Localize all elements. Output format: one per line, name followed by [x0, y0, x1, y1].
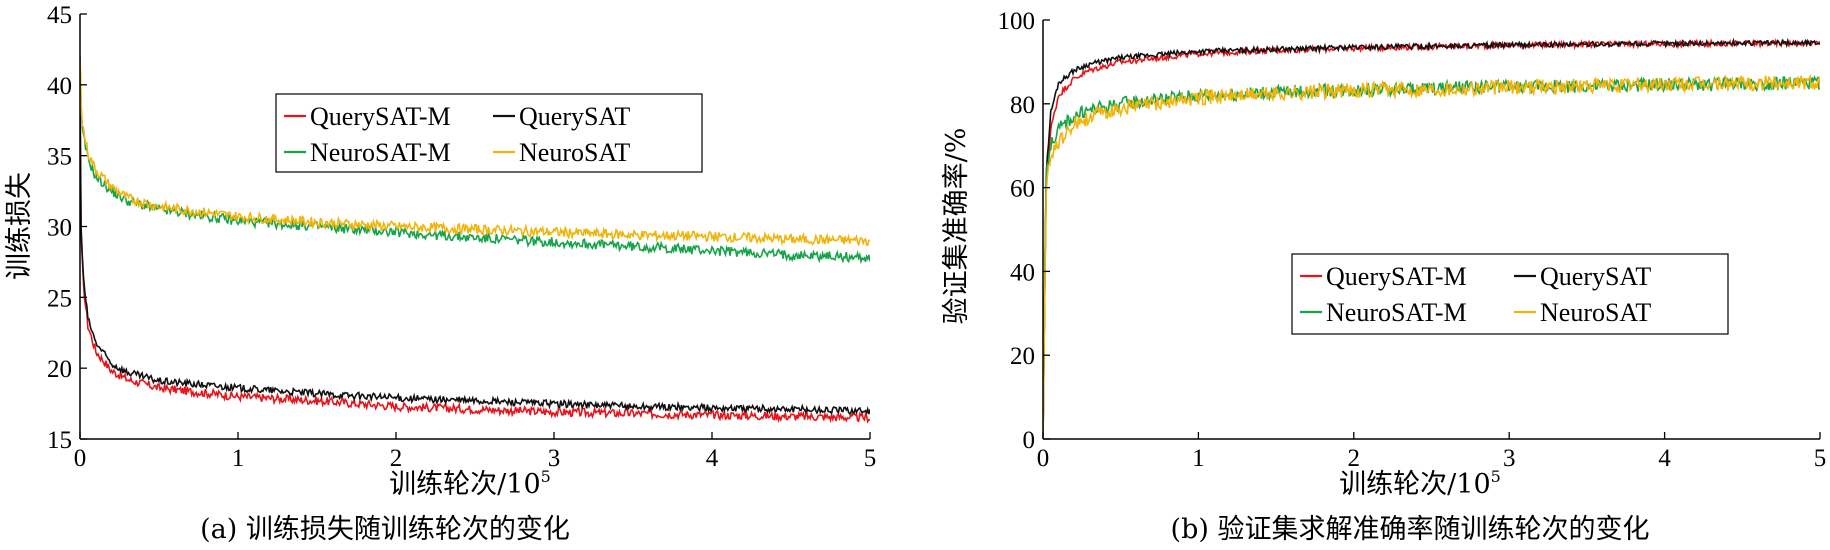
legend-label-querysat: QuerySAT — [1540, 262, 1651, 291]
x-tick-label: 5 — [864, 445, 877, 472]
y-tick-label: 30 — [47, 215, 72, 242]
chart-panel-b: 0 1 2 3 4 5 0 20 40 60 80 100 训练轮次/105 验证集准确率/% (b) 验证… — [941, 8, 1826, 545]
y-tick-label: 25 — [47, 285, 72, 312]
legend-box — [1291, 253, 1729, 335]
legend: QuerySAT-M QuerySAT NeuroSAT-M NeuroSAT — [275, 93, 703, 173]
x-tick-label: 4 — [706, 445, 719, 472]
y-tick-label: 80 — [1010, 92, 1035, 119]
y-tick-label: 20 — [1010, 343, 1035, 370]
series-line-neurosat-m — [1043, 74, 1820, 439]
legend-label-neurosat: NeuroSAT — [1540, 298, 1651, 327]
series-line-neurosat — [1043, 73, 1820, 439]
x-axis-title: 训练轮次/105 — [1339, 467, 1501, 500]
chart-caption: (b) 验证集求解准确率随训练轮次的变化 — [1171, 514, 1650, 545]
legend-label-neurosat-m: NeuroSAT-M — [310, 138, 451, 167]
x-tick-label: 2 — [1348, 445, 1361, 472]
series-line-querysat — [1043, 37, 1820, 439]
x-tick-label: 1 — [232, 445, 245, 472]
chart-caption: (a) 训练损失随训练轮次的变化 — [200, 514, 570, 545]
series-line-neurosat-m — [80, 56, 870, 265]
y-axis-title: 训练损失 — [4, 172, 35, 280]
series-line-neurosat — [80, 56, 870, 248]
x-tick-label: 3 — [548, 445, 561, 472]
legend-label-neurosat: NeuroSAT — [519, 138, 630, 167]
y-axis-title: 验证集准确率/% — [941, 128, 972, 325]
y-tick-label: 60 — [1010, 176, 1035, 203]
y-tick-label: 20 — [47, 356, 72, 383]
x-tick-label: 4 — [1658, 445, 1671, 472]
legend-label-neurosat-m: NeuroSAT-M — [1326, 298, 1467, 327]
series-line-querysat-m — [80, 84, 870, 424]
x-tick-label: 3 — [1503, 445, 1516, 472]
y-tick-label: 45 — [47, 2, 72, 29]
legend-label-querysat: QuerySAT — [519, 102, 630, 131]
y-tick-label: 100 — [998, 8, 1036, 35]
y-tick-label: 40 — [1010, 259, 1035, 286]
x-tick-label: 0 — [1037, 445, 1050, 472]
y-tick-label: 15 — [47, 427, 72, 454]
legend-label-querysat-m: QuerySAT-M — [1326, 262, 1467, 291]
x-tick-label: 2 — [390, 445, 403, 472]
series-line-querysat — [80, 98, 870, 416]
legend: QuerySAT-M QuerySAT NeuroSAT-M NeuroSAT — [1291, 253, 1729, 335]
y-tick-label: 0 — [1023, 427, 1036, 454]
y-tick-label: 40 — [47, 73, 72, 100]
x-tick-label: 1 — [1192, 445, 1205, 472]
y-tick-label: 35 — [47, 144, 72, 171]
x-axis-title: 训练轮次/105 — [389, 467, 551, 500]
legend-box — [275, 93, 703, 173]
series-line-querysat-m — [1043, 38, 1820, 439]
legend-label-querysat-m: QuerySAT-M — [310, 102, 451, 131]
x-tick-label: 5 — [1814, 445, 1827, 472]
x-tick-label: 0 — [74, 445, 87, 472]
